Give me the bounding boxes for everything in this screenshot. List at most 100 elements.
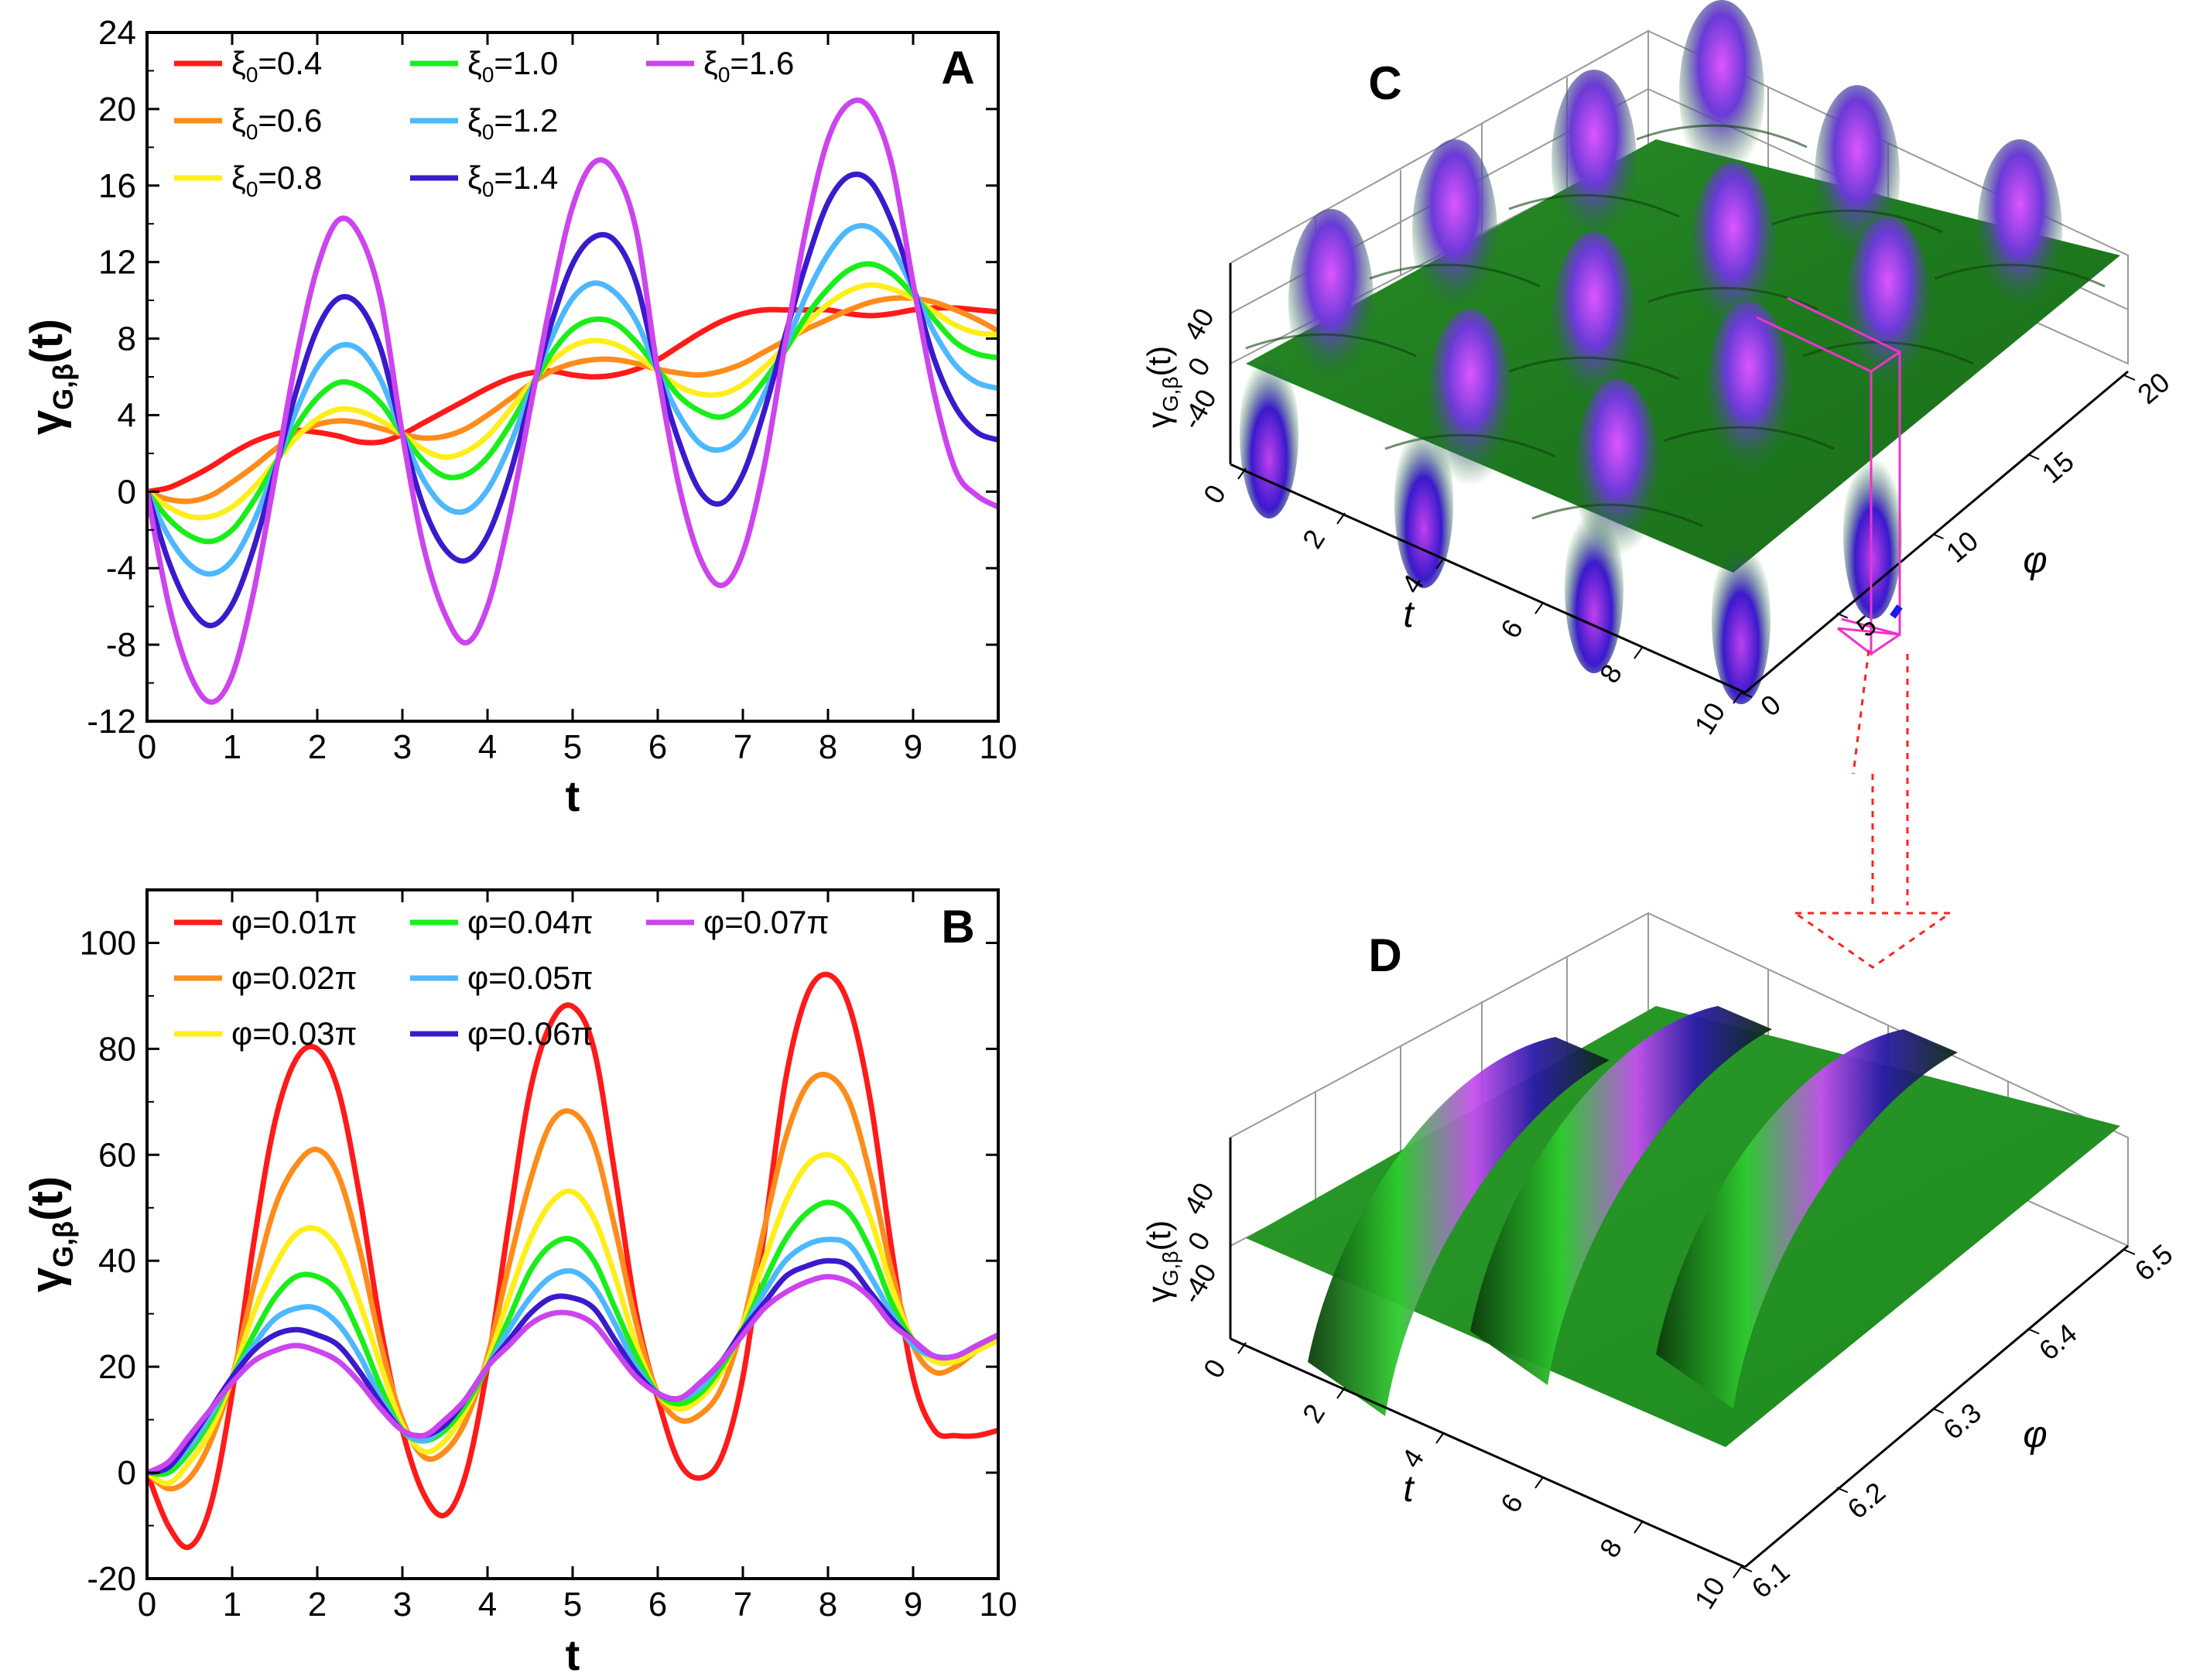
x-tick-label: 10 [980, 1586, 1018, 1624]
x-tick-label: 4 [478, 1586, 497, 1624]
legend-label: ξ0=0.6 [231, 102, 322, 144]
y-tick-label: -8 [106, 626, 136, 664]
surface-contour [1245, 333, 1417, 358]
surface-peak [1846, 217, 1931, 402]
t-tick [1435, 1432, 1445, 1444]
legend-label: ξ0=1.0 [467, 45, 558, 87]
t-tick-label: 6 [1494, 1488, 1529, 1518]
y-tick-label: 20 [98, 1348, 136, 1386]
phi-tick [1740, 692, 1753, 698]
phi-tick [2027, 453, 2040, 460]
phi-tick-label: 10 [1940, 525, 1984, 569]
t-tick-label: 10 [1688, 697, 1731, 741]
t-tick [1237, 1342, 1247, 1354]
phi-tick [1932, 533, 1944, 539]
phi-tick [1932, 1408, 1944, 1414]
surface-contour [1531, 503, 1703, 528]
t-tick-label: 2 [1296, 1398, 1331, 1429]
series-line-4 [147, 223, 998, 577]
t-tick [1534, 1476, 1544, 1489]
t-tick [1733, 692, 1742, 704]
phi-tick-label: 15 [2036, 445, 2080, 489]
surface-valley [1565, 503, 1623, 673]
surface-contour [1508, 356, 1680, 381]
y-tick-label: -20 [87, 1560, 136, 1598]
panel-a-xlabel: t [566, 772, 580, 820]
z-tick-label: 40 [1177, 1177, 1220, 1220]
x-tick-label: 9 [904, 1586, 922, 1624]
panel-b-legend: φ=0.01π φ=0.02π φ=0.03π φ=0.04π φ=0.05π φ=0.0… [174, 904, 829, 1052]
z-tick-label: 40 [1177, 303, 1220, 345]
surface-contour [1369, 263, 1541, 288]
phi-tick [2123, 1249, 2136, 1255]
y-tick-label: 40 [98, 1242, 136, 1280]
surface-peak [1691, 163, 1776, 348]
surface-peak [1977, 139, 2062, 325]
y-tick-label: 8 [118, 320, 136, 358]
y-tick-label: 60 [98, 1136, 136, 1174]
panel-d-phi-label: φ [2023, 1415, 2047, 1456]
legend-label: φ=0.01π [231, 904, 357, 940]
x-tick-label: 5 [563, 1586, 582, 1624]
legend-label: φ=0.07π [703, 904, 829, 940]
surface-valley [1843, 449, 1902, 619]
z-tick-label: 0 [1181, 352, 1216, 382]
t-tick [1237, 467, 1247, 480]
x-tick-label: 7 [734, 1586, 752, 1624]
y-tick-label: 80 [98, 1030, 136, 1068]
legend-label: φ=0.05π [467, 960, 593, 996]
surface-peak [1428, 310, 1513, 495]
panel-b-series [147, 971, 998, 1551]
surface-valley [1394, 418, 1453, 588]
series-line-3 [147, 1199, 998, 1477]
surface-contour [1647, 286, 1819, 311]
x-tick-label: 2 [308, 1586, 327, 1624]
panel-a-series [147, 97, 998, 705]
phi-tick [2027, 1328, 2040, 1335]
t-tick-label: 0 [1197, 479, 1232, 509]
surface-peak [1706, 302, 1791, 488]
x-tick-label: 6 [648, 728, 667, 766]
y-tick-label: 16 [98, 167, 136, 205]
surface-peak [1412, 139, 1497, 325]
panel-c-z-label: γG,β(t) [1141, 346, 1182, 428]
series-line-3 [147, 261, 998, 545]
surface-contour [1934, 263, 2106, 288]
y-tick-label: 4 [118, 396, 136, 434]
surface-contour [1508, 193, 1680, 218]
phi-tick [1836, 1487, 1849, 1494]
panel-c-phi-label: φ [2023, 540, 2047, 581]
x-tick-label: 1 [223, 1586, 241, 1624]
surface-peak [1679, 0, 1764, 186]
legend-label: ξ0=1.4 [467, 159, 558, 201]
phi-tick-label: 6.3 [1937, 1397, 1987, 1446]
series-line-2 [147, 282, 998, 521]
x-tick-label: 7 [734, 728, 752, 766]
panel-c-letter: C [1368, 57, 1401, 109]
y-tick-label: 12 [98, 244, 136, 282]
y-tick-label: 100 [80, 924, 136, 962]
phi-tick-label: 20 [2131, 366, 2175, 410]
zoom-arrow [1794, 649, 1954, 969]
legend-label: ξ0=1.2 [467, 102, 558, 144]
panel-d-letter: D [1368, 929, 1401, 981]
panel-b-ylabel: γG,β(t) [22, 1176, 79, 1292]
panel-a-legend: ξ0=0.4 ξ0=0.6 ξ0=0.8 ξ0=1.0 ξ0=1.2 ξ0=1.4 ξ0=1… [174, 45, 794, 201]
y-tick-label: -12 [87, 703, 136, 741]
surface-peak [1288, 209, 1374, 395]
x-tick-label: 0 [138, 1586, 156, 1624]
panel-d-ridges [1308, 1006, 1958, 1416]
phi-tick-label: 6.1 [1746, 1555, 1796, 1605]
phi-tick [1740, 1566, 1753, 1572]
series-line-1 [147, 1071, 998, 1492]
surface-contour [1663, 426, 1835, 450]
panel-c-zoom-box [1756, 296, 1901, 657]
t-tick-label: 8 [1593, 1533, 1628, 1563]
panel-c-peaks [1240, 0, 2106, 704]
legend-label: ξ0=0.8 [231, 159, 322, 201]
surface-valley [1712, 534, 1770, 704]
surface-ridge [1470, 1006, 1772, 1385]
